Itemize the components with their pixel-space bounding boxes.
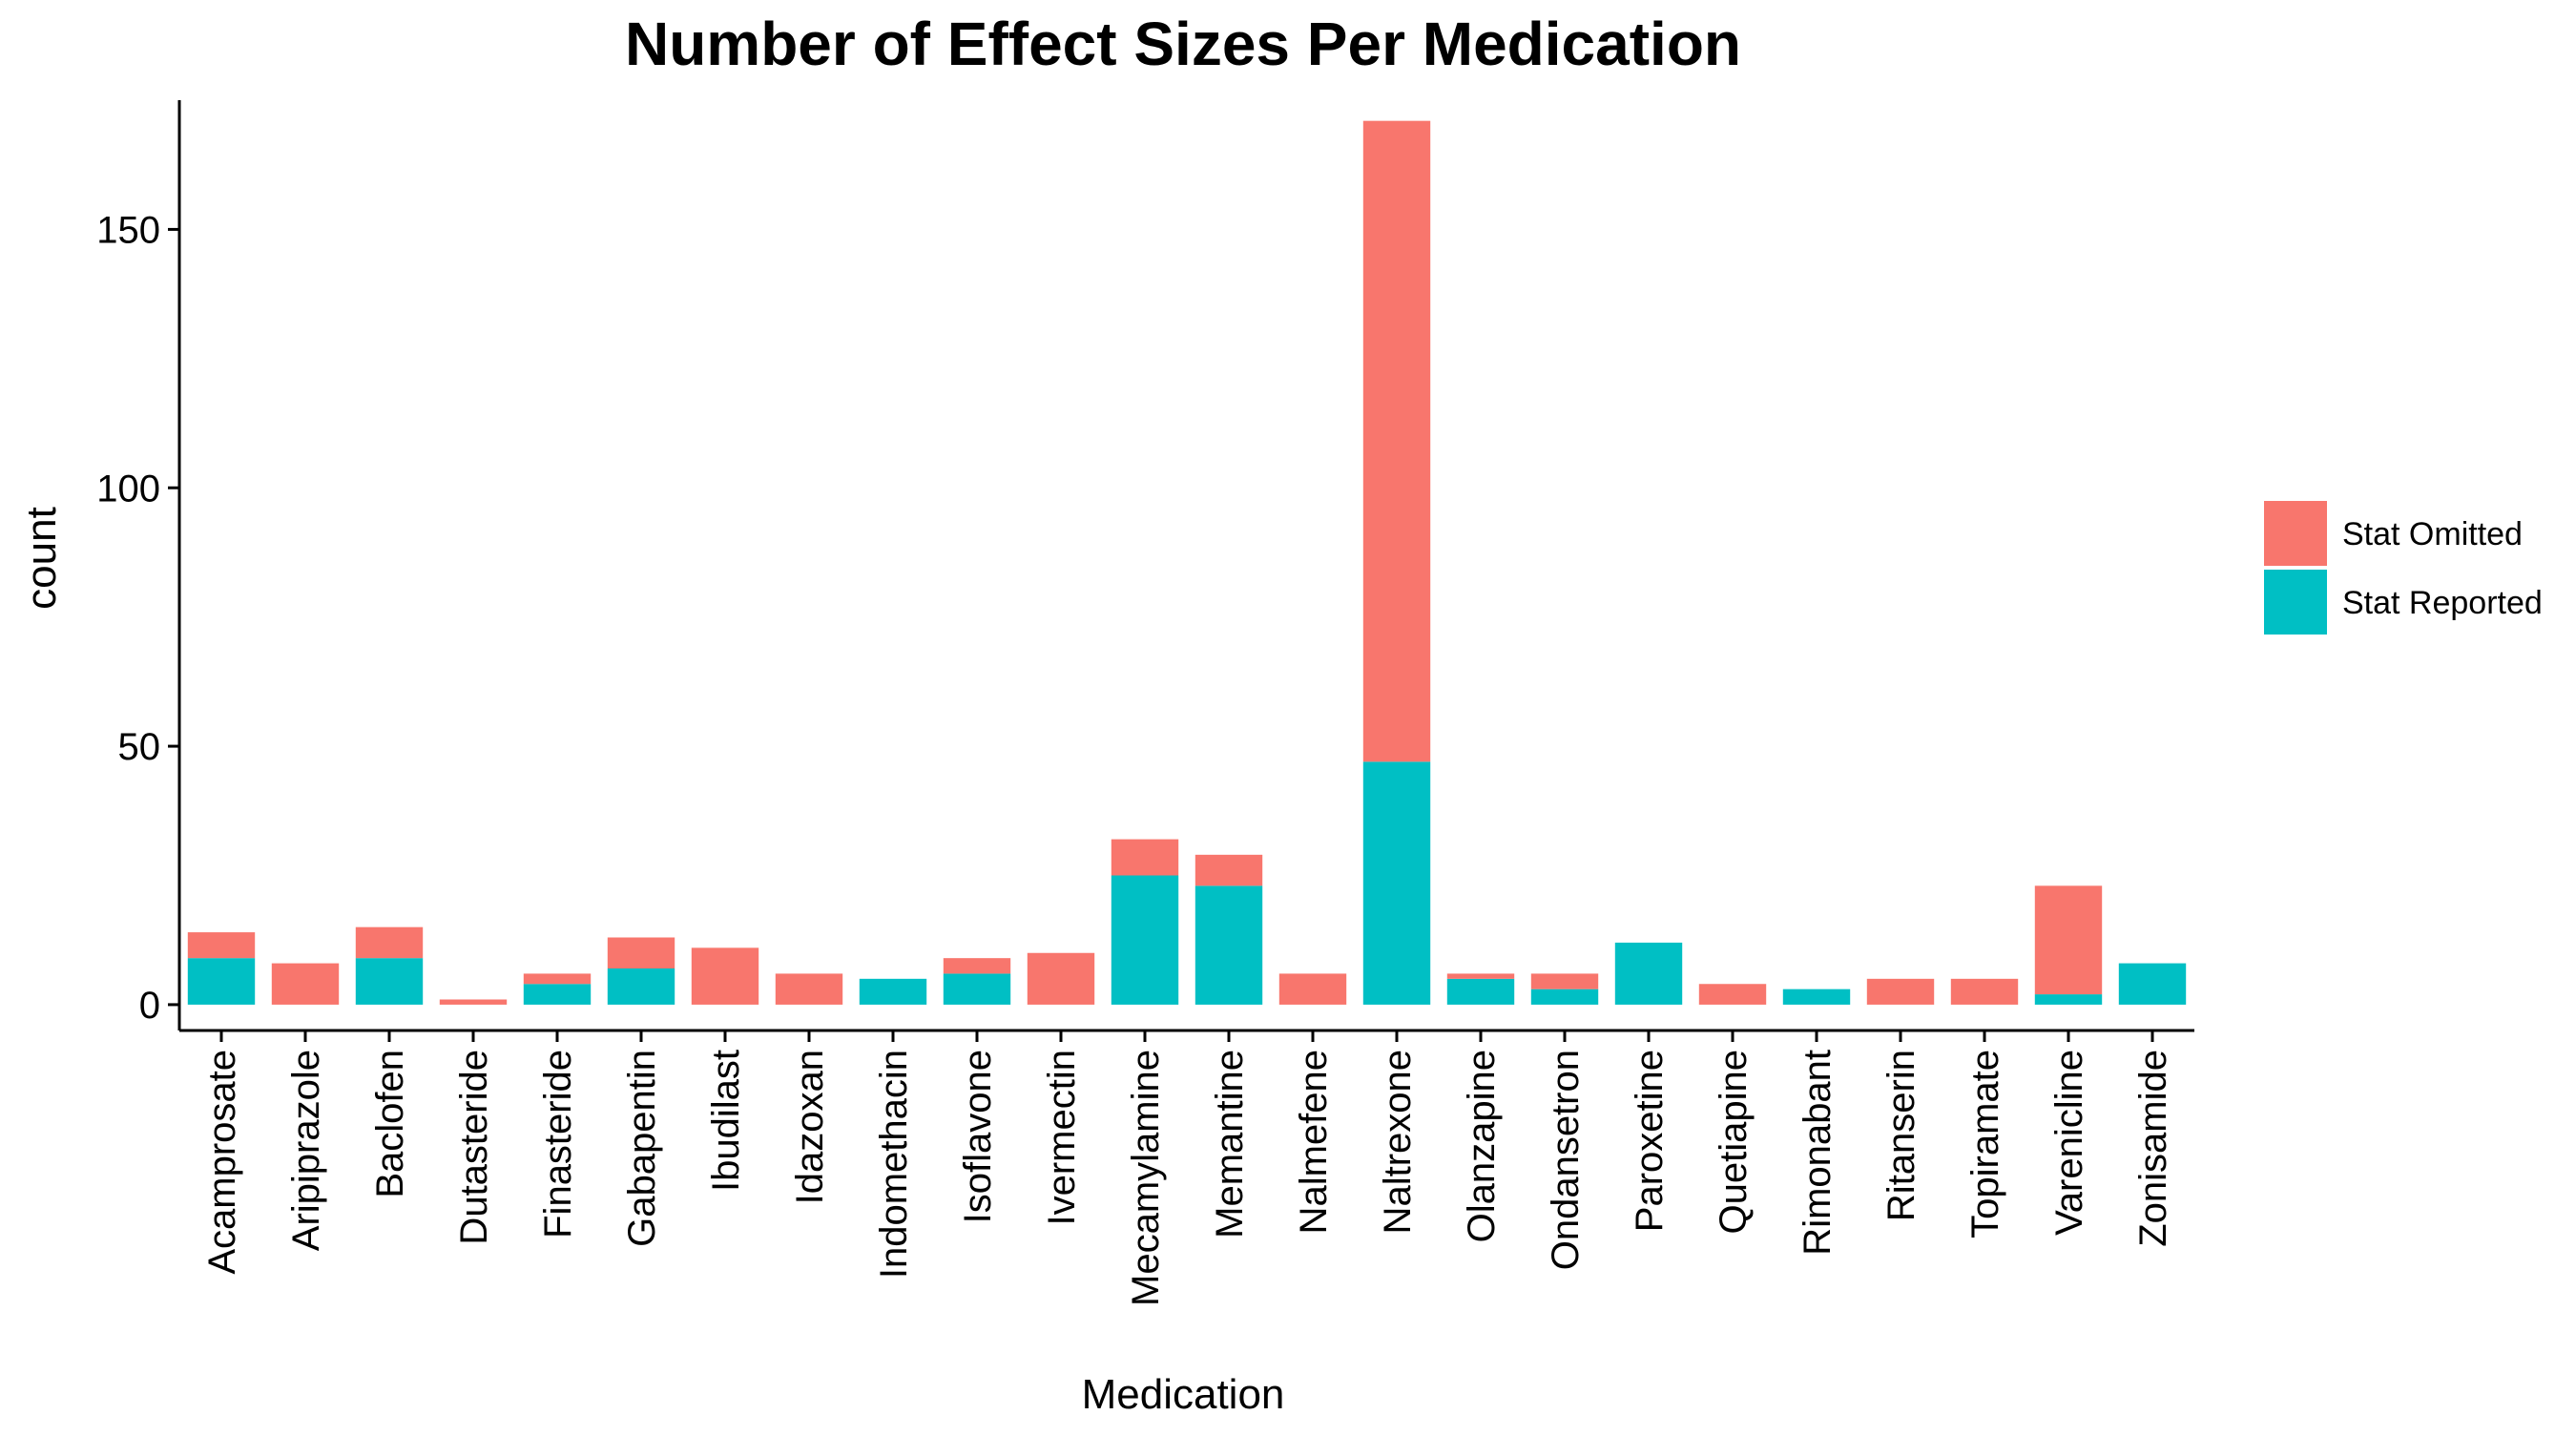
x-tick-label: Naltrexone	[1377, 1050, 1419, 1234]
bar-stat-reported	[187, 958, 256, 1005]
x-tick-label: Gabapentin	[621, 1050, 663, 1247]
bar-stat-omitted	[1950, 978, 2019, 1005]
bar-stat-omitted	[439, 999, 508, 1005]
bar-stat-reported	[607, 968, 675, 1005]
x-tick-label: Indomethacin	[873, 1050, 915, 1279]
plot-area: 0 50 100 150 Acamprosate Aripiprazole Baclofen…	[96, 100, 2194, 1306]
x-tick-label: Dutasteride	[453, 1050, 495, 1245]
legend-swatch	[2264, 570, 2327, 635]
x-tick-label: Topiramate	[1964, 1050, 2006, 1238]
bar-stat-omitted	[1195, 854, 1263, 886]
bar-stat-omitted	[523, 973, 592, 985]
bar-stat-omitted	[1027, 952, 1095, 1005]
x-tick-label: Memantine	[1209, 1050, 1251, 1238]
y-tick-label: 100	[96, 468, 160, 510]
bar-stat-omitted	[2034, 885, 2103, 995]
bar-stat-omitted	[775, 973, 843, 1005]
x-tick-label: Varenicline	[2048, 1050, 2090, 1236]
y-tick-label: 0	[139, 985, 160, 1027]
bar-stat-omitted	[691, 947, 759, 1005]
bar-stat-reported	[1782, 989, 1851, 1005]
x-tick-label: Ritanserin	[1880, 1050, 1922, 1221]
x-tick-label: Mecamylamine	[1125, 1050, 1167, 1306]
bar-stat-reported	[1111, 875, 1179, 1005]
bar-stat-omitted	[1278, 973, 1347, 1005]
bar-stat-omitted	[607, 937, 675, 968]
bar-stat-reported	[523, 984, 592, 1005]
x-tick-label: Rimonabant	[1797, 1050, 1839, 1256]
bar-stat-reported	[859, 978, 927, 1005]
bar-stat-reported	[1195, 885, 1263, 1005]
bar-stat-reported	[1530, 989, 1599, 1005]
bar-stat-omitted	[187, 932, 256, 959]
bar-stat-omitted	[355, 926, 424, 959]
bar-stat-omitted	[943, 958, 1011, 974]
bar-stat-omitted	[1446, 973, 1515, 979]
y-tick-label: 50	[118, 726, 161, 768]
x-tick-label: Zonisamide	[2132, 1050, 2174, 1247]
x-tick-label: Idazoxan	[789, 1050, 831, 1204]
legend-swatch	[2264, 501, 2327, 566]
bar-stat-omitted	[1111, 839, 1179, 876]
y-axis-label: count	[18, 507, 65, 610]
legend: Stat Omitted Stat Reported	[2264, 501, 2543, 635]
bar-stat-omitted	[1362, 120, 1431, 762]
x-tick-label: Finasteride	[537, 1050, 579, 1238]
x-tick-label: Olanzapine	[1461, 1050, 1503, 1242]
bar-stat-reported	[943, 973, 1011, 1005]
bar-stat-reported	[1362, 761, 1431, 1005]
bar-stat-reported	[355, 958, 424, 1005]
bar-stat-omitted	[1866, 978, 1935, 1005]
x-tick-label: Isoflavone	[957, 1050, 999, 1223]
x-tick-label: Ibudilast	[705, 1050, 747, 1192]
bar-stat-reported	[2118, 963, 2187, 1005]
x-axis-label: Medication	[1082, 1371, 1285, 1418]
x-tick-label: Ondansetron	[1545, 1050, 1587, 1270]
chart-title: Number of Effect Sizes Per Medication	[625, 10, 1741, 78]
x-tick-label: Baclofen	[369, 1050, 411, 1198]
x-tick-label: Acamprosate	[201, 1050, 243, 1275]
bar-stat-omitted	[1530, 973, 1599, 989]
bar-stat-omitted	[271, 963, 340, 1005]
y-tick-label: 150	[96, 209, 160, 251]
x-tick-label: Ivermectin	[1041, 1050, 1083, 1226]
x-tick-label: Paroxetine	[1629, 1050, 1671, 1232]
x-tick-label: Aripiprazole	[285, 1050, 327, 1251]
bar-stat-reported	[2034, 994, 2103, 1005]
bar-stat-reported	[1614, 942, 1683, 1005]
legend-label: Stat Omitted	[2342, 516, 2523, 552]
x-tick-label: Quetiapine	[1713, 1050, 1755, 1234]
bar-stat-omitted	[1698, 984, 1767, 1005]
legend-label: Stat Reported	[2342, 585, 2543, 621]
x-tick-label: Nalmefene	[1293, 1050, 1335, 1234]
bar-stat-reported	[1446, 978, 1515, 1005]
